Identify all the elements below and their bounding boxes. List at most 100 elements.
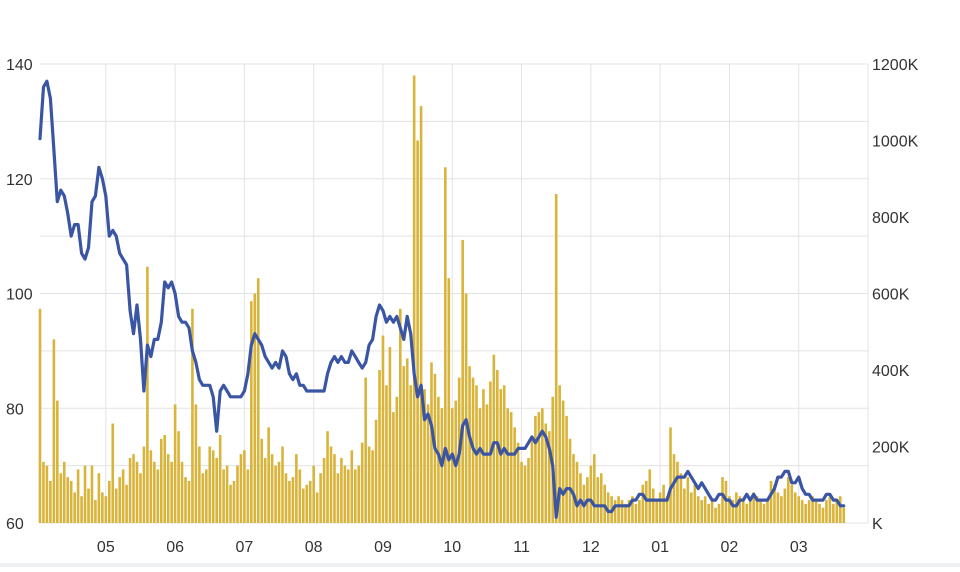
volume-bar (146, 266, 149, 523)
volume-bar (177, 431, 180, 523)
volume-bar (502, 385, 506, 523)
volume-bar (263, 457, 267, 523)
volume-bar (828, 496, 832, 523)
right-tick-label: 1000K (872, 134, 919, 151)
volume-bar (180, 461, 184, 523)
volume-bar (208, 446, 212, 523)
volume-bar (513, 427, 516, 523)
volume-bar (568, 438, 572, 523)
volume-bar (665, 496, 669, 523)
volume-bar (405, 358, 409, 523)
volume-bar (748, 500, 752, 523)
volume-bar (499, 389, 503, 523)
volume-bar (793, 492, 797, 523)
volume-bar (728, 496, 731, 523)
volume-bar (83, 465, 87, 523)
volume-bar (613, 500, 617, 523)
volume-bar (367, 446, 371, 523)
volume-bar (658, 492, 662, 523)
volume-bar (38, 308, 42, 523)
volume-bar (461, 239, 464, 523)
volume-bar (412, 75, 416, 523)
volume-bar (589, 465, 593, 523)
x-tick-label: 11 (513, 539, 530, 556)
volume-bar (142, 446, 146, 523)
volume-bar (66, 477, 70, 523)
right-tick-label: 200K (872, 440, 910, 457)
volume-bar (267, 427, 270, 523)
volume-bar (204, 469, 208, 523)
volume-bar (714, 507, 717, 523)
volume-bar (52, 339, 56, 523)
left-tick-label: 140 (6, 57, 33, 74)
bottom-rule (0, 563, 960, 567)
volume-bar (170, 461, 173, 523)
volume-bar (818, 503, 821, 523)
volume-bar (651, 488, 655, 523)
volume-bar (90, 465, 94, 523)
volume-bar (624, 503, 627, 523)
volume-bar (395, 396, 399, 523)
volume-bar (478, 408, 482, 523)
volume-bar (329, 446, 333, 523)
volume-bar (256, 278, 260, 523)
volume-bar (104, 496, 108, 523)
volume-bar (392, 412, 395, 523)
volume-bar (541, 408, 544, 523)
volume-bar (101, 492, 104, 523)
volume-bar (277, 461, 281, 523)
right-tick-label: 1200K (872, 57, 919, 74)
volume-bar (350, 450, 354, 523)
volume-bar (759, 500, 762, 523)
volume-bar (783, 488, 787, 523)
volume-bar (468, 366, 471, 523)
volume-bar (672, 454, 676, 523)
volume-bar (547, 431, 551, 523)
volume-bar (669, 427, 672, 523)
volume-bar (156, 469, 160, 523)
price-line-layer (38, 79, 846, 519)
volume-bar (741, 500, 745, 523)
volume-bar (485, 404, 489, 523)
volume-bar (561, 400, 565, 523)
volume-bar (603, 484, 607, 523)
volume-bar (312, 465, 315, 523)
volume-bar (710, 500, 714, 523)
left-axis: 60 80 100 120 140 (6, 57, 33, 533)
volume-bar (703, 496, 707, 523)
volume-bar (655, 500, 658, 523)
volume-bar (49, 480, 52, 523)
volume-bar (832, 503, 835, 523)
volume-bar (149, 450, 153, 523)
volume-bar (620, 500, 624, 523)
volume-bar (596, 477, 600, 523)
volume-bar (644, 480, 648, 523)
volume-bar (378, 370, 381, 523)
volume-bar (696, 496, 700, 523)
volume-bar (724, 480, 728, 523)
volume-bar (735, 492, 738, 523)
volume-bar (416, 140, 419, 523)
volume-bar (755, 496, 759, 523)
volume-bar (173, 404, 177, 523)
volume-bar (215, 457, 218, 523)
volume-bar (250, 301, 253, 523)
x-tick-label: 12 (582, 539, 600, 556)
volume-bar (838, 496, 842, 523)
left-tick-label: 120 (6, 172, 33, 189)
volume-bar (229, 484, 232, 523)
volume-bar (787, 477, 790, 523)
volume-bar (69, 480, 73, 523)
x-axis: 05 06 07 08 09 10 11 12 01 02 03 (97, 539, 808, 556)
x-tick-label: 02 (721, 539, 739, 556)
right-tick-label: 600K (872, 287, 910, 304)
volume-bar (343, 465, 347, 523)
x-tick-label: 05 (97, 539, 115, 556)
volume-bar (59, 473, 63, 523)
right-tick-label: 400K (872, 363, 910, 380)
volume-bar (482, 389, 485, 523)
volume-bar (128, 457, 132, 523)
x-tick-label: 08 (305, 539, 323, 556)
volume-bar (225, 465, 229, 523)
